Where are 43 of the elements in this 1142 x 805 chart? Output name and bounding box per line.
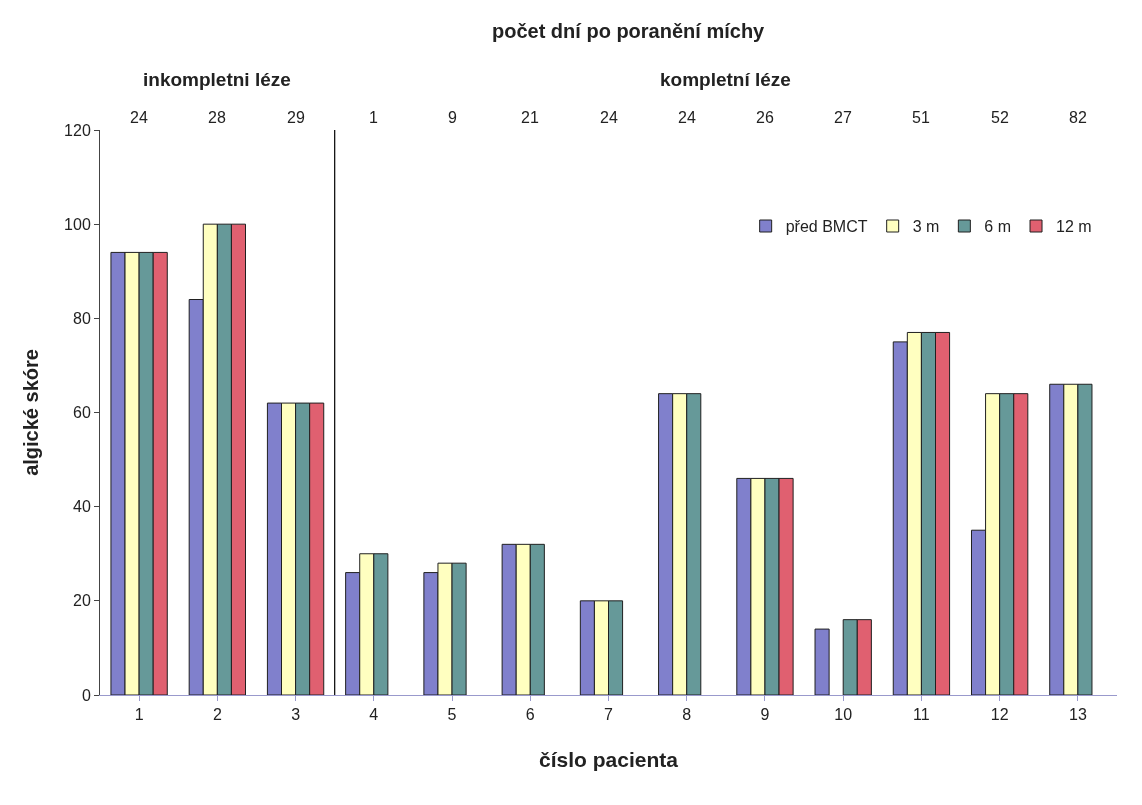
x-axis-title: číslo pacienta — [539, 748, 679, 772]
bar — [814, 628, 830, 695]
x-tick-label: 3 — [291, 706, 301, 724]
legend-label: 6 m — [984, 218, 1012, 236]
x-tick-label: 1 — [134, 706, 144, 724]
text: 9 — [448, 109, 457, 126]
x-tick-label: 9 — [760, 706, 770, 724]
x-tick-label: 4 — [369, 706, 379, 724]
y-tick-label: 60 — [73, 404, 91, 422]
y-tick-label: 40 — [73, 498, 91, 516]
text: kompletní léze — [660, 69, 791, 90]
legend-label: 12 m — [1056, 218, 1092, 236]
y-tick-label: 120 — [64, 121, 91, 139]
text: 24 — [600, 109, 618, 126]
legend-label: 3 m — [912, 218, 940, 236]
text: 29 — [287, 109, 305, 126]
x-tick-label: 10 — [834, 706, 853, 724]
x-tick-label: 5 — [447, 706, 457, 724]
text: 24 — [130, 109, 148, 126]
y-axis-title: algické skóre — [19, 349, 42, 476]
legend-label: před BMCT — [785, 218, 868, 236]
text: 27 — [834, 109, 852, 126]
y-tick-label: 20 — [73, 592, 91, 610]
x-tick-label: 7 — [604, 706, 614, 724]
chart-title: počet dní po poranění míchy — [491, 20, 766, 43]
y-tick-label: 100 — [64, 215, 91, 233]
text: 82 — [1069, 109, 1087, 126]
x-tick-label: 11 — [913, 706, 930, 724]
text: 52 — [991, 109, 1009, 126]
x-tick-label: 8 — [682, 706, 692, 724]
text: 51 — [912, 109, 930, 126]
text: 28 — [208, 109, 226, 126]
text: 1 — [369, 109, 378, 126]
text: 24 — [678, 109, 696, 126]
y-tick-label: 0 — [81, 686, 91, 704]
x-tick-label: 6 — [525, 706, 535, 724]
x-tick-label: 12 — [990, 706, 1009, 724]
x-tick-label: 13 — [1068, 706, 1087, 724]
y-tick-label: 80 — [73, 309, 91, 327]
text: 26 — [756, 109, 774, 126]
text: inkompletni léze — [143, 69, 291, 90]
text: 21 — [521, 109, 539, 126]
x-tick-label: 2 — [212, 706, 222, 724]
